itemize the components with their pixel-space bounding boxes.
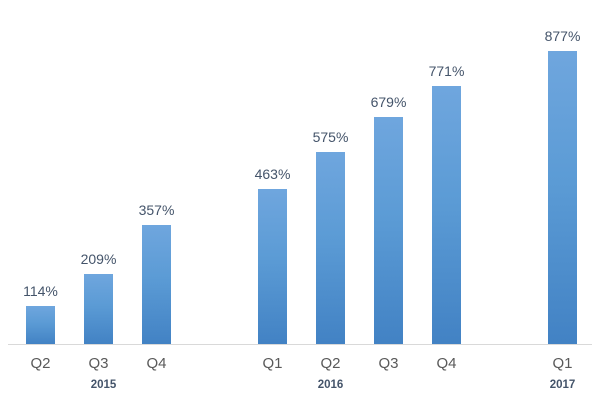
x-axis-tick-label-q4-2016: Q4 [436,355,457,372]
x-axis-tick-label-q3-2015: Q3 [88,355,109,372]
bar-value-label-q3-2015: 209% [80,251,117,267]
bar-q4-2016 [432,86,461,344]
bar-q3-2016 [374,117,403,344]
x-axis-line [8,344,592,345]
bar-q1-2016 [258,189,287,344]
bar-value-label-q2-2016: 575% [312,129,349,145]
bar-q2-2015 [26,306,55,344]
bar-value-label-q4-2015: 357% [138,202,175,218]
bar-value-label-q4-2016: 771% [428,63,465,79]
x-axis-tick-label-q4-2015: Q4 [146,355,167,372]
bar-q1-2017 [548,51,577,344]
bar-value-label-q2-2015: 114% [23,283,58,299]
x-axis-tick-label-q3-2016: Q3 [378,355,399,372]
bar-q2-2016 [316,152,345,344]
x-axis-year-label-2016: 2016 [317,379,344,391]
x-axis-tick-label-q2-2016: Q2 [320,355,341,372]
x-axis-tick-label-q1-2017: Q1 [552,355,573,372]
bar-q3-2015 [84,274,113,344]
bar-value-label-q3-2016: 679% [370,94,407,110]
bar-q4-2015 [142,225,171,344]
x-axis-tick-label-q2-2015: Q2 [30,355,51,372]
x-axis-year-label-2017: 2017 [549,379,576,391]
bar-value-label-q1-2017: 877% [544,28,581,44]
x-axis-year-label-2015: 2015 [90,379,117,391]
x-axis-tick-label-q1-2016: Q1 [262,355,283,372]
bar-value-label-q1-2016: 463% [254,166,291,182]
